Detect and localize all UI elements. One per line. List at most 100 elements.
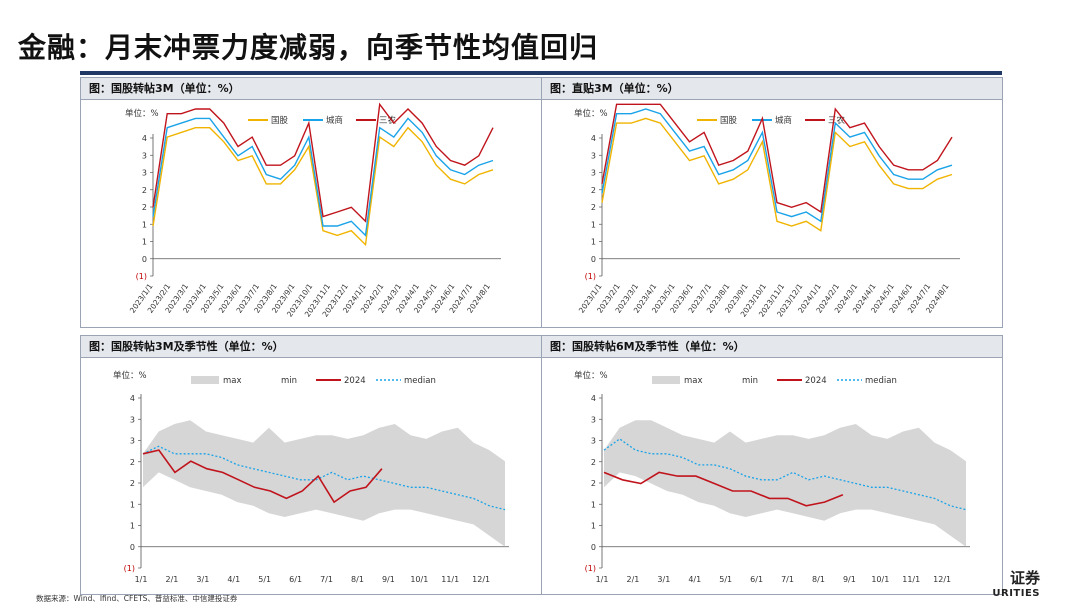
x-tick-label: 4/1 [688,575,701,584]
x-tick-label: 8/1 [812,575,825,584]
y-tick-label: 2 [591,203,596,212]
y-tick-label: 3 [130,415,135,424]
series-line-1 [601,108,953,223]
y-tick-label: 3 [591,151,596,160]
legend-label-2: 三农 [379,115,397,126]
chart-header: 图：直贴3M（单位：%） [542,78,1002,100]
x-tick-label: 9/1 [382,575,395,584]
source-note: 数据来源：Wind、Ifind、CFETS、普益标准、中信建投证券 [36,594,238,603]
x-tick-label: 1/1 [135,575,148,584]
legend-label-min: min [281,376,297,386]
y-tick-label: 4 [130,394,135,403]
x-tick-label: 3/1 [196,575,209,584]
chart-bottom-right: 单位：% 4 3 3 2 2 1 1 0 (1)1/1 2/1 3/1 4/1 5/1 6/1 7/1 8/1 9… [574,370,970,584]
line-2024 [603,471,844,507]
chart-panel-top-left: 图：国股转帖3M（单位：%） 单位：% 4 3 3 2 2 1 1 0 (1) 2023/1/1 20… [80,77,542,328]
logo-line1: 证券 [1009,569,1040,587]
chart-header: 图：国股转帖6M及季节性（单位：%） [542,336,1002,358]
x-tick-label: 12/1 [933,575,951,584]
x-tick-label: 7/1 [781,575,794,584]
series-line-0 [152,126,494,247]
unit-label: 单位：% [125,108,159,119]
y-tick-label: 0 [591,543,596,552]
x-tick-label: 4/1 [227,575,240,584]
x-tick-label: 5/1 [258,575,271,584]
x-tick-label: 8/1 [351,575,364,584]
legend-label-median: median [865,376,897,386]
y-tick-label: 2 [142,186,147,195]
y-tick-label: 3 [130,437,135,446]
median-line [142,445,506,511]
y-tick-label: 1 [142,238,147,247]
x-tick-label: 12/1 [472,575,490,584]
logo-line2: URITIES [992,588,1040,599]
y-tick-label: 1 [591,500,596,509]
brand-logo: 证券 URITIES [992,570,1040,602]
x-tick-label: 9/1 [843,575,856,584]
x-tick-label: 7/1 [320,575,333,584]
chart-panel-bottom-left: 图：国股转帖3M及季节性（单位：%） 单位：% 4 3 3 2 2 1 1 0 (1) 1/1 2/1… [80,335,542,595]
y-tick-label: 3 [591,169,596,178]
x-tick-label: 11/1 [902,575,920,584]
unit-label: 单位：% [574,370,608,381]
y-tick-label: (1) [585,272,596,281]
chart-header: 图：国股转帖3M及季节性（单位：%） [81,336,541,358]
legend-label-median: median [404,376,436,386]
y-tick-label: (1) [124,564,135,573]
x-tick-label: 11/1 [441,575,459,584]
legend-label-2024: 2024 [805,376,827,386]
series-line-0 [601,117,953,232]
legend-label-0: 国股 [271,116,289,126]
legend-label-1: 城商 [775,115,792,126]
y-tick-label: 4 [142,134,147,143]
page-title: 金融：月末冲票力度减弱，向季节性均值回归 [18,31,599,64]
y-tick-label: 4 [591,134,596,143]
legend-label-1: 城商 [326,115,343,126]
x-tick-label: 6/1 [289,575,302,584]
y-tick-label: 0 [591,255,596,264]
legend-label-min: min [742,376,758,386]
y-tick-label: 2 [130,458,135,467]
chart-top-left: 单位：%43322110(1)2023/1/12023/2/12023/3/12… [125,102,501,319]
series-line-1 [152,117,494,237]
y-tick-label: 1 [130,500,135,509]
series-line-2 [152,102,494,223]
y-tick-label: 3 [142,169,147,178]
legend-swatch-max [191,376,219,384]
legend-label-max: max [223,376,242,386]
y-tick-label: 1 [591,238,596,247]
y-tick-label: 3 [142,151,147,160]
legend-label-2024: 2024 [344,376,366,386]
x-tick-label: 3/1 [657,575,670,584]
y-tick-label: 1 [591,220,596,229]
legend-label-max: max [684,376,703,386]
legend-swatch-min [737,376,765,384]
x-tick-label: 6/1 [750,575,763,584]
legend-label-2: 三农 [828,115,846,126]
legend-label-0: 国股 [720,116,738,126]
unit-label: 单位：% [113,370,147,381]
x-tick-label: 1/1 [596,575,609,584]
x-tick-label: 5/1 [719,575,732,584]
y-tick-label: 3 [591,415,596,424]
legend-swatch-min [276,376,304,384]
y-tick-label: (1) [585,564,596,573]
y-tick-label: 1 [142,220,147,229]
legend-swatch-max [652,376,680,384]
x-tick-label: 10/1 [410,575,428,584]
chart-header: 图：国股转帖3M（单位：%） [81,78,541,100]
y-tick-label: (1) [136,272,147,281]
chart-top-right: 单位：%43322110(1)2023/1/12023/2/12023/3/12… [574,103,960,319]
y-tick-label: 0 [142,255,147,264]
range-band [143,420,505,547]
y-tick-label: 0 [130,543,135,552]
y-tick-label: 2 [591,458,596,467]
y-tick-label: 2 [591,186,596,195]
x-tick-label: 2/1 [165,575,178,584]
y-tick-label: 4 [591,394,596,403]
line-2024 [142,449,383,504]
title-divider [80,71,1002,75]
chart-panel-top-right: 图：直贴3M（单位：%） 单位：% 4 3 3 2 2 1 1 0 (1) 2023/1/1 2023… [541,77,1003,328]
y-tick-label: 1 [591,522,596,531]
y-tick-label: 1 [130,522,135,531]
